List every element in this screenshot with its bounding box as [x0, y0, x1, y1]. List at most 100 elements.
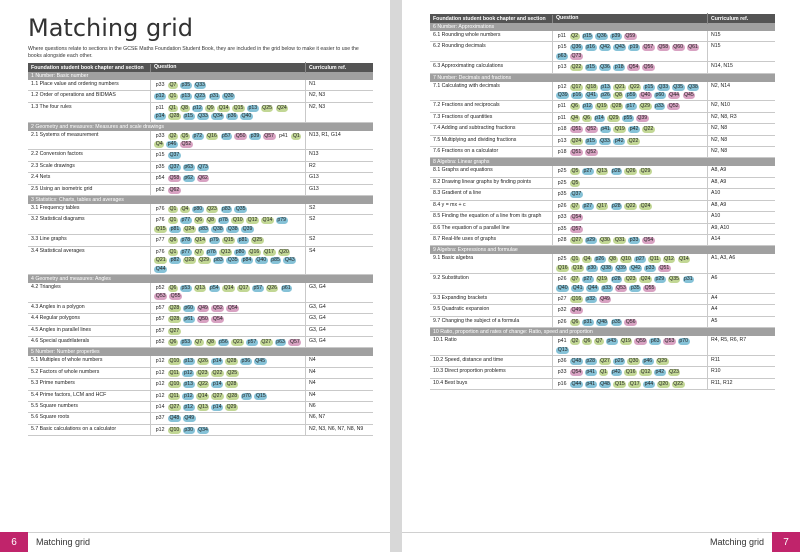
column-header: Curriculum ref. [711, 15, 749, 22]
curriculum-ref-cell: G3, G4 [309, 315, 326, 322]
topic-cell: 2.4 Nets [28, 173, 151, 184]
curriculum-ref-cell: N4 [309, 391, 316, 398]
question-badge: Q54 [211, 316, 225, 324]
page-reference: p85 [269, 257, 282, 265]
question-badge: Q29 [639, 168, 652, 176]
page-reference: p28 [610, 276, 623, 284]
question-cell: p12 Q10 p30 Q34 [151, 424, 306, 436]
question-badge: Q22 [641, 126, 655, 134]
question-cell: p12 Q10 p13 Q22 p14 Q28 [151, 379, 306, 390]
question-badge: Q33 [656, 83, 670, 91]
page-reference: p12 [155, 426, 165, 433]
question-cell: p13 Q22 p15 Q36 p18 Q54 Q56 [553, 62, 708, 73]
question-cell: p25 Q5 [553, 177, 708, 189]
question-cell: p76 Q1 p77 Q7 p78 Q13 p80 Q16 Q17 Q20 Q2… [151, 246, 306, 274]
page-reference: p28 [610, 168, 623, 176]
question-badge: Q17 [570, 83, 583, 91]
page-reference: p70 [677, 338, 690, 346]
question-cell: p57 Q28 p60 Q49 Q52 Q54 [151, 302, 306, 314]
topic-cell: 8.4 y = mx + c [430, 200, 553, 212]
page-reference: p28 [557, 236, 567, 243]
page-reference: p81 [169, 225, 181, 233]
question-badge: Q8 [179, 104, 190, 112]
page-reference: p32 [584, 295, 597, 303]
curriculum-ref-cell: S2 [309, 236, 316, 243]
page-reference: p26 [593, 256, 606, 264]
topic-cell: 8.1 Graphs and equations [430, 166, 553, 177]
question-badge: Q17 [262, 248, 276, 256]
page-reference: p57 [155, 316, 165, 323]
table-row: 2.4 Nets p54 Q58 p62 Q62 G13 [28, 173, 373, 185]
page-reference: p15 [155, 152, 165, 159]
question-badge: Q12 [246, 217, 259, 225]
curriculum-ref-cell: A6 [711, 275, 718, 282]
question-cell: p18 Q51 Q52 [553, 147, 708, 158]
question-badge: Q53 [614, 284, 628, 292]
table-row: 9.7 Changing the subject of a formula p26… [430, 316, 775, 329]
page-reference: p14 [154, 113, 166, 121]
topic-cell: 6.2 Rounding decimals [430, 42, 553, 62]
page-reference: p33 [557, 214, 567, 221]
question-badge: Q48 [598, 380, 612, 388]
page-reference: p16 [557, 380, 567, 387]
table-row: 4.5 Angles in parallel lines p57 Q27 G3, … [28, 325, 373, 337]
table-row: 8.3 Gradient of a line p35 Q37 A10 [430, 189, 775, 201]
page-reference: p63 [182, 163, 195, 171]
table-row: 6.3 Approximating calculations p13 Q22 p1… [430, 62, 775, 74]
page-reference: p54 [155, 175, 165, 182]
question-badge: Q6 [581, 114, 592, 122]
question-badge: Q25 [250, 237, 264, 245]
page-reference: p79 [208, 237, 221, 245]
question-badge: Q44 [586, 284, 599, 292]
page-reference: p12 [155, 369, 165, 376]
page-reference: p39 [610, 33, 622, 40]
question-badge: Q56 [641, 64, 655, 72]
page-reference: p33 [600, 284, 613, 292]
question-badge: Q13 [595, 168, 609, 176]
page-reference: p13 [557, 137, 567, 144]
question-badge: Q2 [168, 132, 178, 140]
page-reference: p82 [169, 257, 181, 265]
page-reference: p33 [155, 82, 165, 88]
question-cell: p36 Q48 p28 Q27 p29 Q30 p46 Q29 [553, 355, 708, 367]
question-badge: Q62 [168, 186, 181, 194]
question-badge: Q48 [168, 415, 181, 423]
page-reference: p33 [557, 369, 567, 376]
page-reference: p16 [571, 92, 583, 100]
question-badge: Q26 [196, 358, 210, 366]
page-reference: p52 [155, 284, 165, 291]
page-reference: p35 [629, 284, 642, 292]
curriculum-ref-cell: N4 [309, 368, 316, 375]
curriculum-ref-cell: G3, G4 [309, 283, 326, 290]
table-row: 7.6 Fractions on a calculator p18 Q51 Q52… [430, 147, 775, 159]
page-reference: p11 [557, 114, 567, 121]
question-badge: Q42 [629, 264, 643, 272]
page-reference: p30 [586, 264, 598, 272]
question-badge: Q35 [226, 257, 240, 265]
question-badge: Q17 [237, 284, 250, 292]
question-badge: Q28 [168, 113, 181, 121]
question-badge: Q52 [667, 103, 681, 111]
page-reference: p83 [220, 206, 233, 214]
question-badge: Q49 [598, 295, 612, 303]
topic-cell: 3.2 Statistical diagrams [28, 215, 151, 235]
page-reference: p14 [211, 358, 224, 366]
question-badge: Q10 [619, 256, 633, 264]
page-reference: p31 [682, 276, 695, 284]
question-badge: Q2 [569, 33, 580, 40]
table-row: 7.5 Multiplying and dividing fractions p1… [430, 135, 775, 148]
topic-cell: 2.2 Conversion factors [28, 150, 151, 161]
matching-grid-table-right: Foundation student book chapter and sect… [430, 13, 775, 391]
column-header: Foundation student book chapter and sect… [28, 63, 151, 72]
topic-cell: 3.4 Statistical averages [28, 246, 151, 274]
question-badge: Q8 [607, 256, 618, 264]
question-badge: Q26 [624, 168, 638, 176]
topic-cell: 5.1 Multiples of whole numbers [28, 356, 151, 367]
page-reference: p63 [649, 338, 661, 346]
section-heading: 8 Algebra: Linear graphs [430, 158, 775, 167]
question-cell: p57 Q27 [151, 325, 306, 336]
topic-cell: 7.4 Adding and subtracting fractions [430, 124, 553, 135]
question-badge: Q4 [581, 256, 592, 264]
curriculum-ref-cell: G13 [309, 174, 319, 181]
table-row: 9.2 Substitution p26 Q7 p27 Q19 p28 Q23 Q… [430, 274, 775, 294]
